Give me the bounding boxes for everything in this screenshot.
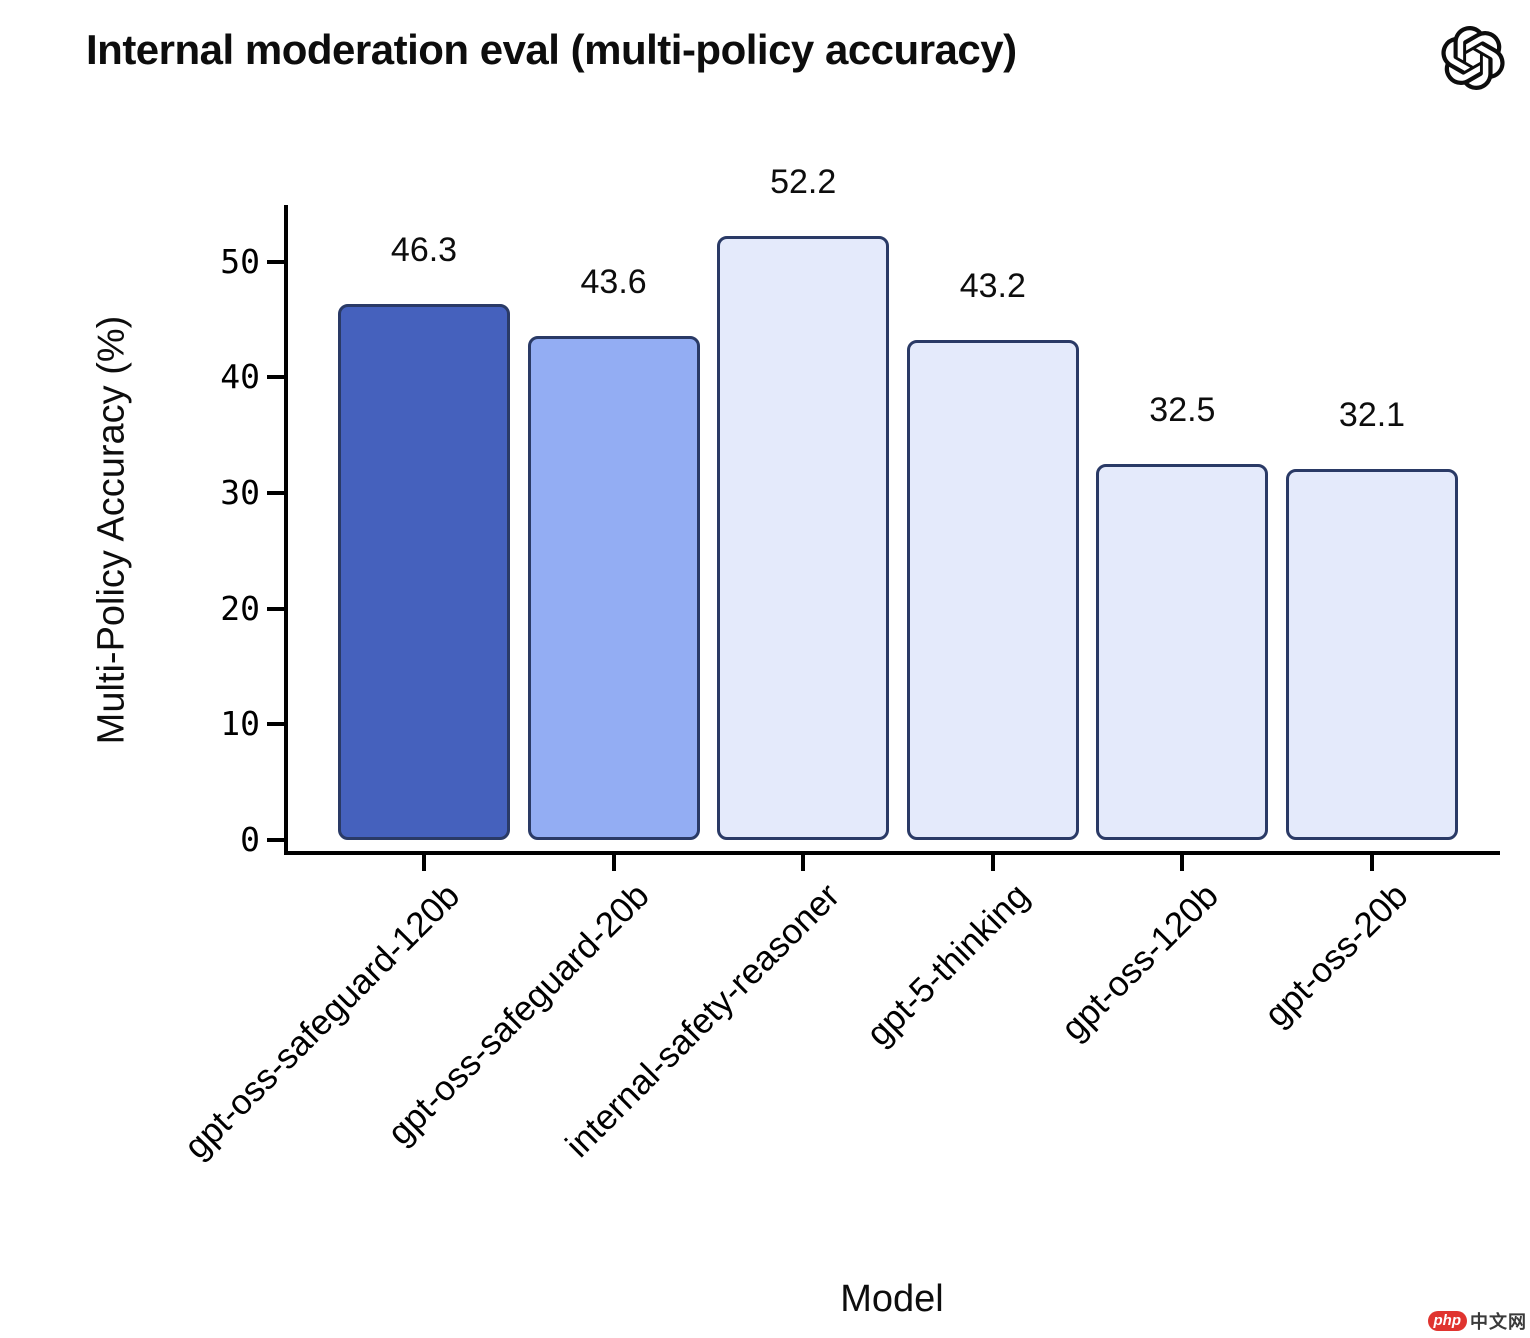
x-tick <box>801 855 806 871</box>
bar-value-label: 32.5 <box>1149 391 1216 430</box>
bar <box>338 304 510 840</box>
openai-logo-icon <box>1441 26 1505 91</box>
x-tick <box>990 855 995 871</box>
y-tick-label: 30 <box>220 473 260 512</box>
y-tick <box>267 722 284 727</box>
x-axis-label: Model <box>840 1278 944 1320</box>
y-tick <box>267 838 284 842</box>
y-axis-spine <box>284 205 288 855</box>
x-tick-label: gpt-5-thinking <box>858 876 1037 1054</box>
x-tick-label: gpt-oss-120b <box>1053 876 1226 1049</box>
y-tick-label: 0 <box>240 820 260 859</box>
y-tick <box>267 491 284 495</box>
y-tick <box>267 375 284 380</box>
bar <box>906 340 1079 840</box>
bar <box>1096 464 1269 840</box>
chart-title: Internal moderation eval (multi-policy a… <box>86 26 1017 73</box>
y-tick-label: 50 <box>220 241 260 281</box>
bar <box>1286 468 1458 840</box>
bar-value-label: 43.2 <box>959 267 1026 306</box>
watermark-php-badge: php <box>1427 1311 1467 1331</box>
bar-value-label: 43.6 <box>580 262 647 301</box>
bar <box>527 335 700 840</box>
watermark: php 中文网 <box>1427 1308 1528 1334</box>
x-axis-spine <box>284 851 1500 855</box>
x-tick <box>1180 855 1185 871</box>
y-tick-label: 20 <box>220 588 260 628</box>
bar-value-label: 32.1 <box>1338 395 1406 434</box>
bar-value-label: 46.3 <box>390 231 458 270</box>
y-tick <box>267 606 284 611</box>
watermark-text: 中文网 <box>1470 1312 1527 1332</box>
y-tick <box>267 259 284 264</box>
x-tick <box>1370 855 1374 871</box>
bar <box>717 236 890 840</box>
bar-value-label: 52.2 <box>770 163 837 202</box>
x-tick-label: gpt-oss-20b <box>1257 876 1416 1035</box>
x-tick <box>611 855 616 871</box>
y-tick-label: 40 <box>220 357 260 397</box>
x-tick <box>422 855 426 871</box>
y-tick-label: 10 <box>220 704 260 744</box>
